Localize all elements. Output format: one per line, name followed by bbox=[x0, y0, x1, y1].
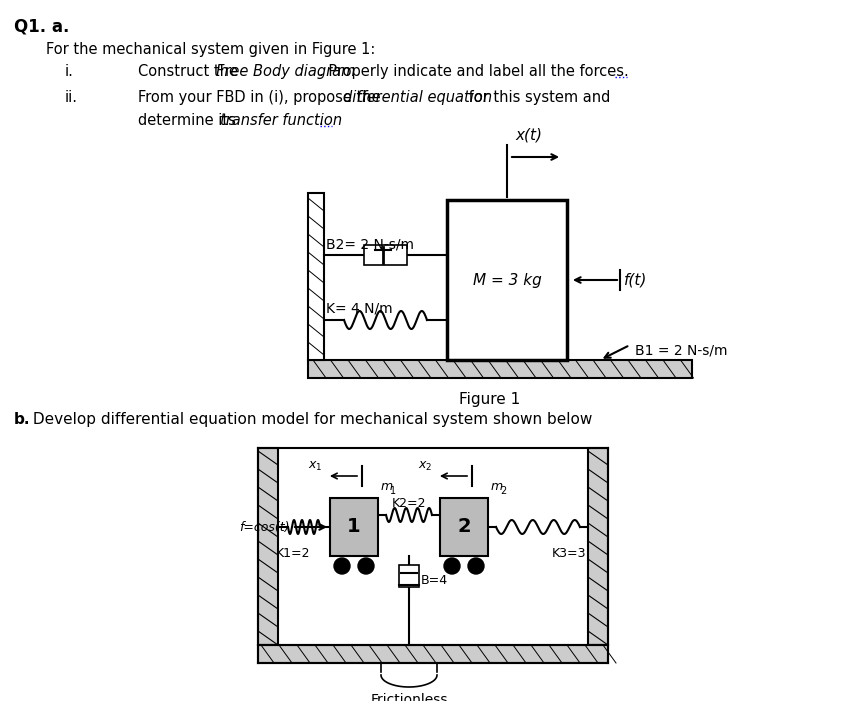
Text: i.: i. bbox=[65, 64, 74, 79]
Bar bbox=[278, 448, 588, 645]
Text: Develop differential equation model for mechanical system shown below: Develop differential equation model for … bbox=[28, 412, 593, 427]
Text: B2= 2 N-s/m: B2= 2 N-s/m bbox=[326, 237, 414, 251]
Text: 1: 1 bbox=[347, 517, 361, 536]
Text: 2: 2 bbox=[500, 486, 506, 496]
Text: B1 = 2 N-s/m: B1 = 2 N-s/m bbox=[635, 343, 727, 357]
Text: f=cos(t): f=cos(t) bbox=[239, 521, 290, 533]
Text: 2: 2 bbox=[457, 517, 471, 536]
Text: Construct the: Construct the bbox=[138, 64, 243, 79]
Text: . Properly indicate and label all the forces.: . Properly indicate and label all the fo… bbox=[319, 64, 629, 79]
Bar bbox=[258, 645, 608, 663]
Text: K2=2: K2=2 bbox=[391, 497, 426, 510]
Bar bbox=[364, 245, 407, 265]
Text: ii.: ii. bbox=[65, 90, 78, 105]
Bar bbox=[308, 360, 692, 378]
Text: B=4: B=4 bbox=[421, 575, 448, 587]
Text: K1=2: K1=2 bbox=[276, 547, 310, 560]
Text: f(t): f(t) bbox=[624, 273, 647, 287]
Text: m: m bbox=[381, 480, 393, 493]
Text: K= 4 N/m: K= 4 N/m bbox=[326, 302, 392, 316]
Bar bbox=[258, 448, 278, 645]
Text: x(t): x(t) bbox=[515, 128, 542, 143]
Text: differential equation: differential equation bbox=[343, 90, 492, 105]
Circle shape bbox=[468, 558, 484, 574]
Text: b.: b. bbox=[14, 412, 30, 427]
Circle shape bbox=[334, 558, 350, 574]
Bar bbox=[399, 565, 419, 587]
Text: For the mechanical system given in Figure 1:: For the mechanical system given in Figur… bbox=[46, 42, 375, 57]
Text: $x_1$: $x_1$ bbox=[308, 460, 322, 473]
Text: .: . bbox=[318, 113, 323, 128]
Circle shape bbox=[444, 558, 460, 574]
Text: Q1. a.: Q1. a. bbox=[14, 18, 69, 36]
Text: Frictionless: Frictionless bbox=[371, 693, 448, 701]
Bar bbox=[308, 193, 324, 360]
Text: transfer function: transfer function bbox=[220, 113, 342, 128]
Text: Figure 1: Figure 1 bbox=[460, 392, 521, 407]
Text: Free Body diagram: Free Body diagram bbox=[216, 64, 355, 79]
Bar bbox=[440, 498, 488, 556]
Text: K3=3: K3=3 bbox=[551, 547, 586, 560]
Text: m: m bbox=[491, 480, 503, 493]
Bar bbox=[447, 200, 567, 360]
Bar bbox=[330, 498, 378, 556]
Text: determine its: determine its bbox=[138, 113, 240, 128]
Bar bbox=[588, 448, 608, 645]
Text: From your FBD in (i), propose the: From your FBD in (i), propose the bbox=[138, 90, 385, 105]
Text: 1: 1 bbox=[390, 486, 396, 496]
Circle shape bbox=[358, 558, 374, 574]
Text: for this system and: for this system and bbox=[464, 90, 610, 105]
Text: M = 3 kg: M = 3 kg bbox=[473, 273, 542, 287]
Text: $x_2$: $x_2$ bbox=[417, 460, 432, 473]
